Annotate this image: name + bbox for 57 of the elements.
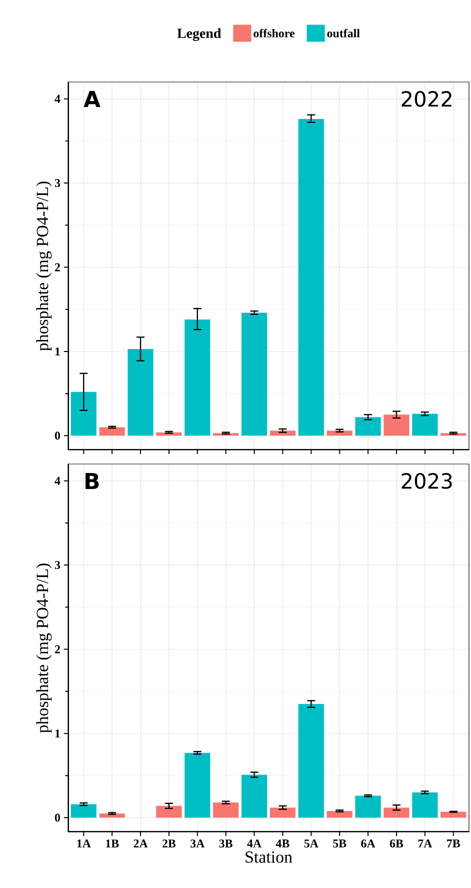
bar (298, 704, 324, 818)
bar (355, 796, 381, 818)
y-axis-title: phosphate (mg PO4-P/L) (36, 564, 52, 733)
annotation: 2022 (402, 91, 452, 107)
y-tick-label: 4 (54, 476, 60, 485)
y-tick-label: 1 (55, 730, 60, 738)
bar (184, 319, 210, 436)
x-axis-title: Station (246, 851, 292, 863)
legend-label: offshore (254, 28, 294, 38)
bar (70, 804, 96, 818)
chart-title: B (86, 473, 99, 490)
bar (355, 417, 381, 436)
x-tick-label: 3B (219, 840, 232, 848)
bar (156, 806, 182, 818)
bar (326, 810, 352, 818)
y-tick-label: 0 (54, 432, 60, 440)
x-tick-label: 6A (361, 840, 376, 848)
y-tick-label: 3 (54, 179, 60, 188)
y-axis-title: phosphate (mg PO4-P/L) (36, 182, 52, 351)
bar (440, 812, 466, 818)
y-tick-label: 1 (55, 348, 60, 356)
bar (270, 430, 296, 436)
bar (412, 414, 438, 436)
x-tick-label: 5A (304, 840, 318, 848)
x-tick-label: 3A (190, 840, 205, 848)
x-tick-label: 4B (276, 840, 290, 848)
x-tick-label: 1A (77, 840, 91, 848)
annotation: 2023 (402, 473, 452, 489)
bar (99, 427, 125, 436)
bar (213, 802, 239, 818)
x-tick-label: 1B (106, 840, 119, 848)
bar (412, 792, 438, 818)
bar (128, 348, 154, 436)
legend-label: outfall (327, 28, 360, 38)
y-tick-label: 0 (54, 814, 60, 822)
x-tick-label: 6B (390, 840, 404, 848)
y-tick-label: 2 (55, 645, 60, 654)
chart-title: A (84, 91, 100, 108)
bar (384, 808, 410, 818)
bar (70, 392, 96, 436)
y-tick-label: 4 (54, 94, 60, 103)
bar (270, 808, 296, 818)
legend-title: Legend (177, 28, 222, 41)
x-tick-label: 2A (134, 840, 148, 848)
x-tick-label: 7A (418, 840, 432, 848)
bar (241, 774, 268, 818)
y-tick-label: 2 (55, 263, 60, 272)
bar (298, 119, 324, 436)
x-tick-label: 7B (447, 840, 460, 848)
x-tick-label: 2B (162, 840, 176, 848)
y-tick-label: 3 (54, 561, 60, 570)
x-tick-label: 4A (247, 840, 262, 848)
bar (184, 752, 210, 818)
bar (326, 430, 352, 436)
x-tick-label: 5B (333, 840, 346, 848)
bar (241, 312, 268, 436)
bar (384, 414, 410, 436)
